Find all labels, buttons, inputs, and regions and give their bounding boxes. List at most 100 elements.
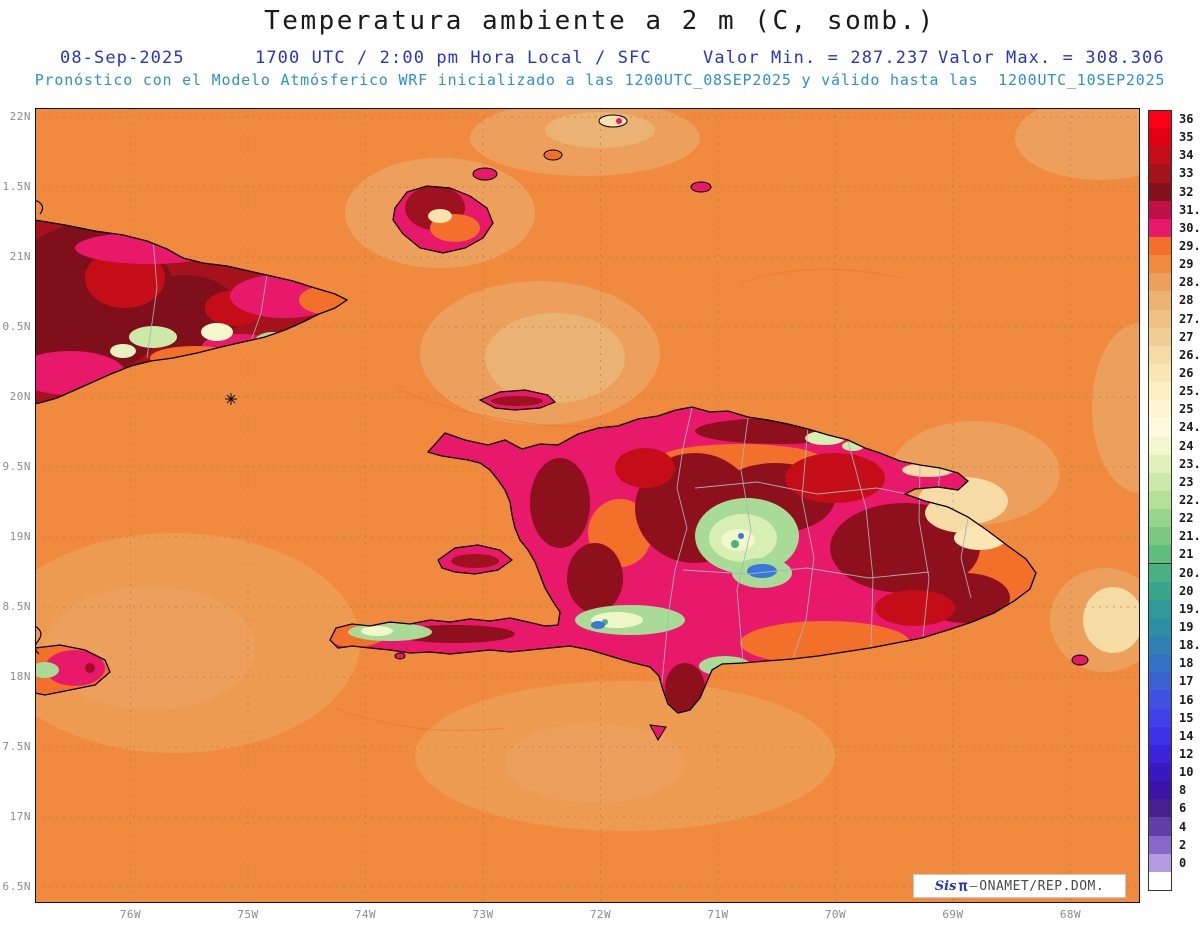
colorbar-label: 31.5 [1179, 202, 1200, 217]
colorbar-cell [1148, 817, 1172, 837]
colorbar-label: 23.5 [1179, 456, 1200, 471]
lat-tick-label: 9.5N [2, 460, 31, 473]
colorbar-label: 0 [1179, 855, 1187, 870]
colorbar-cell [1148, 781, 1172, 801]
map-area [0, 96, 1188, 903]
colorbar-label: 18.5 [1179, 638, 1200, 653]
jamaica-landmass [35, 645, 110, 695]
colorbar-cell [1148, 654, 1172, 674]
minor-islands [394, 652, 1089, 742]
colorbar-cell [1148, 581, 1172, 601]
colorbar-cell [1148, 853, 1172, 873]
lake-enriquillo [747, 564, 777, 578]
colorbar-label: 15 [1179, 710, 1194, 725]
colorbar-cell [1148, 545, 1172, 565]
colorbar-label: 27.5 [1179, 311, 1200, 326]
colorbar-label: 24 [1179, 438, 1194, 453]
valid-date-label: 08-Sep-2025 [60, 48, 185, 68]
hispaniola-landmass [330, 407, 1036, 713]
min-value-label: Valor Min. = 287.237 [703, 48, 930, 68]
map-svg [0, 96, 1188, 903]
colorbar-cell [1148, 763, 1172, 783]
valid-time-label: 1700 UTC / 2:00 pm Hora Local / SFC [255, 48, 652, 68]
colorbar-label: 29 [1179, 257, 1194, 272]
lon-tick-label: 72W [589, 908, 612, 921]
colorbar-label: 19.5 [1179, 601, 1200, 616]
colorbar-cell [1148, 110, 1172, 130]
lon-tick-label: 76W [119, 908, 142, 921]
gonave-shading [451, 554, 499, 568]
lon-tick-label: 68W [1059, 908, 1082, 921]
colorbar-cell [1148, 690, 1172, 710]
colorbar-cell [1148, 871, 1172, 891]
colorbar-cell [1148, 708, 1172, 728]
lat-tick-label: 6.5N [2, 880, 31, 893]
colorbar-label: 25 [1179, 402, 1194, 417]
colorbar-cell [1148, 200, 1172, 220]
lat-tick-label: 22N [9, 110, 31, 123]
colorbar-cell [1148, 363, 1172, 384]
pi-symbol: π [958, 876, 968, 895]
lat-tick-label: 8.5N [2, 600, 31, 613]
colorbar-label: 28 [1179, 293, 1194, 308]
colorbar-cell [1148, 636, 1172, 656]
organization-label: ONAMET/REP.DOM. [979, 878, 1105, 894]
lon-tick-label: 73W [472, 908, 494, 921]
colorbar-cell [1148, 436, 1172, 456]
colorbar-cell [1148, 400, 1172, 420]
colorbar-cell [1148, 527, 1172, 547]
inagua-island [393, 186, 493, 253]
colorbar-label: 33 [1179, 166, 1194, 181]
colorbar-label: 27 [1179, 329, 1194, 344]
city-marker [225, 393, 237, 405]
colorbar-cell [1148, 563, 1172, 583]
colorbar-label: 17 [1179, 674, 1194, 689]
colorbar-cell [1148, 128, 1172, 148]
colorbar-cell [1148, 236, 1172, 257]
lat-tick-label: 17N [9, 810, 31, 823]
colorbar-cell [1148, 454, 1172, 474]
lat-tick-label: 7.5N [2, 740, 31, 753]
lat-tick-label: 20N [9, 390, 31, 403]
etang-saumatre [591, 621, 605, 629]
branding-box: Sis π – ONAMET/REP.DOM. [913, 874, 1126, 898]
colorbar-label: 20.5 [1179, 565, 1200, 580]
colorbar-label: 16 [1179, 692, 1194, 707]
longitude-axis: 76W 75W 74W 73W 72W 71W 70W 69W 68W [35, 908, 1140, 924]
colorbar-label: 4 [1179, 819, 1187, 834]
colorbar-cell [1148, 835, 1172, 855]
colorbar-cell [1148, 418, 1172, 438]
colorbar-label: 12 [1179, 746, 1194, 761]
colorbar-label: 20 [1179, 583, 1194, 598]
colorbar-label: 22.5 [1179, 493, 1200, 507]
colorbar-label: 32 [1179, 184, 1194, 199]
tortuga-shading [491, 396, 543, 406]
colorbar-cell [1148, 146, 1172, 166]
colorbar-label: 34 [1179, 148, 1194, 163]
lat-tick-label: 21N [9, 250, 31, 263]
cuba-province-borders [146, 237, 268, 359]
colorbar-label: 35 [1179, 130, 1194, 145]
colorbar-label: 25.5 [1179, 384, 1200, 399]
lat-tick-label: 0.5N [2, 320, 31, 333]
colorbar-cell [1148, 327, 1172, 347]
colorbar-cell [1148, 345, 1172, 365]
map-border [35, 108, 1140, 903]
colorbar-cell [1148, 744, 1172, 765]
small-cays [472, 114, 712, 193]
lon-tick-label: 69W [942, 908, 964, 921]
colorbar-cell [1148, 472, 1172, 492]
colorbar-label: 19 [1179, 619, 1194, 634]
lat-tick-label: 1.5N [2, 180, 31, 193]
colorbar-cell [1148, 799, 1172, 819]
colorbar-cell [1148, 182, 1172, 202]
colorbar-label: 21.5 [1179, 529, 1200, 544]
colorbar-label: 36 [1179, 112, 1194, 127]
colorbar-cell [1148, 617, 1172, 638]
colorbar-cell [1148, 490, 1172, 511]
page-title: Temperatura ambiente a 2 m (C, somb.) [264, 6, 936, 36]
colorbar-label: 10 [1179, 765, 1194, 780]
colorbar-label: 21 [1179, 547, 1194, 562]
colorbar-label: 14 [1179, 728, 1194, 743]
colorbar-cell [1148, 164, 1172, 184]
